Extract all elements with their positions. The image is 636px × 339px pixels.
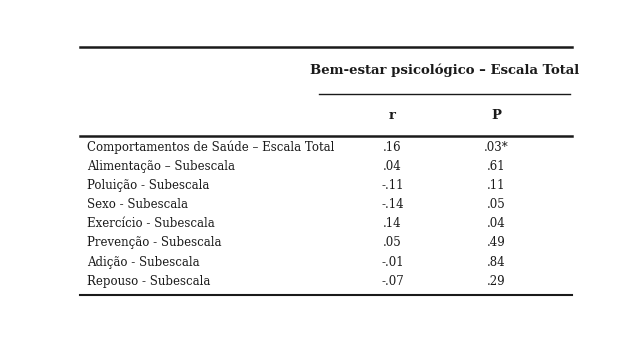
Text: -.01: -.01 (381, 256, 404, 268)
Text: .03*: .03* (483, 141, 508, 154)
Text: Alimentação – Subescala: Alimentação – Subescala (87, 160, 235, 173)
Text: Comportamentos de Saúde – Escala Total: Comportamentos de Saúde – Escala Total (87, 141, 335, 155)
Text: .14: .14 (383, 217, 402, 231)
Text: .05: .05 (383, 237, 402, 250)
Text: -.11: -.11 (381, 179, 404, 192)
Text: .16: .16 (383, 141, 402, 154)
Text: Sexo - Subescala: Sexo - Subescala (87, 198, 188, 212)
Text: Exercício - Subescala: Exercício - Subescala (87, 217, 214, 231)
Text: .84: .84 (487, 256, 506, 268)
Text: .49: .49 (487, 237, 506, 250)
Text: Bem-estar psicológico – Escala Total: Bem-estar psicológico – Escala Total (310, 64, 579, 77)
Text: -.14: -.14 (381, 198, 404, 212)
Text: .04: .04 (383, 160, 402, 173)
Text: .61: .61 (487, 160, 506, 173)
Text: .05: .05 (487, 198, 506, 212)
Text: Poluição - Subescala: Poluição - Subescala (87, 179, 209, 192)
Text: P: P (491, 108, 501, 122)
Text: .04: .04 (487, 217, 506, 231)
Text: Prevenção - Subescala: Prevenção - Subescala (87, 237, 221, 250)
Text: Repouso - Subescala: Repouso - Subescala (87, 275, 211, 287)
Text: r: r (389, 108, 396, 122)
Text: Adição - Subescala: Adição - Subescala (87, 256, 200, 268)
Text: -.07: -.07 (381, 275, 404, 287)
Text: .11: .11 (487, 179, 505, 192)
Text: .29: .29 (487, 275, 506, 287)
